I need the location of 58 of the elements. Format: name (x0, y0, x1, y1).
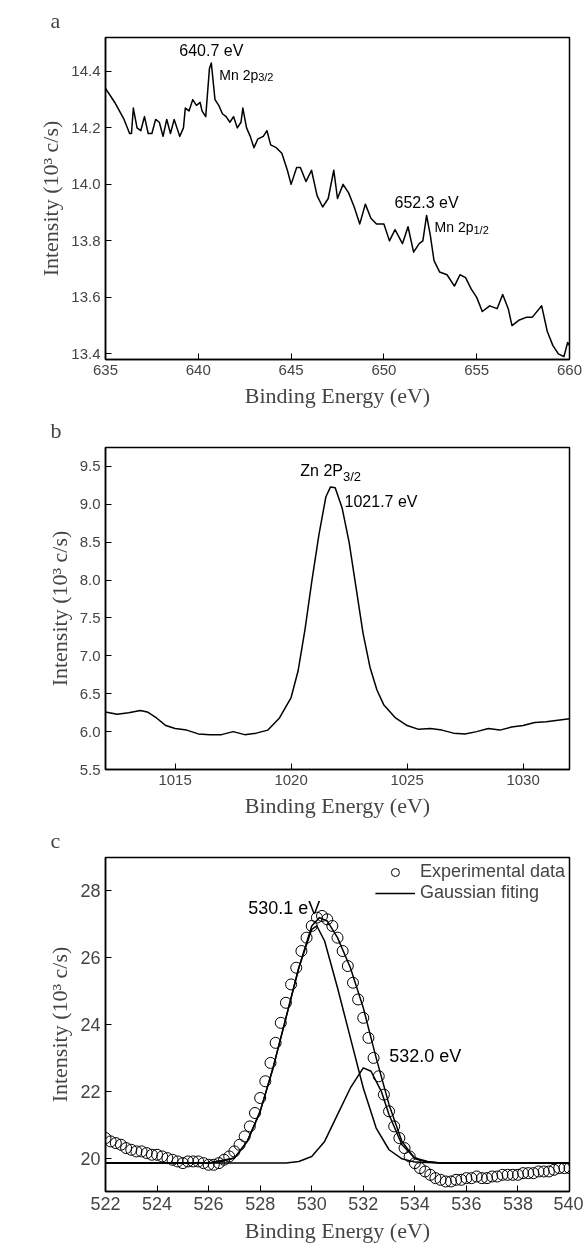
y-tick-label: 20 (80, 1148, 101, 1169)
legend-label: Gaussian fiting (419, 882, 539, 903)
x-axis-title: Binding Energy (eV) (244, 792, 431, 818)
x-tick-label: 522 (90, 1193, 121, 1214)
annotation: 530.1 eV (248, 897, 321, 918)
y-tick-label: 6.5 (79, 684, 101, 702)
y-tick-label: 14.2 (71, 118, 101, 136)
y-tick-label: 9.5 (79, 457, 101, 475)
y-tick-label: 14.0 (71, 175, 101, 193)
y-axis-title: Intensity (10³ c/s) (38, 120, 64, 277)
annotation: 532.0 eV (389, 1045, 462, 1066)
x-tick-label: 536 (451, 1193, 482, 1214)
chart-title: b (50, 417, 62, 443)
annotation: Mn 2p3/2 (219, 66, 274, 84)
x-tick-label: 655 (464, 360, 490, 378)
x-tick-label: 526 (193, 1193, 224, 1214)
y-tick-label: 28 (80, 881, 101, 902)
y-axis-title: Intensity (10³ c/s) (47, 946, 73, 1103)
x-tick-label: 650 (371, 360, 397, 378)
x-tick-label: 530 (296, 1193, 327, 1214)
x-tick-label: 640 (185, 360, 211, 378)
x-tick-label: 660 (556, 360, 583, 378)
y-axis-title: Intensity (10³ c/s) (46, 530, 72, 687)
chart-title: c (50, 827, 61, 853)
x-tick-label: 1015 (158, 770, 192, 788)
x-tick-label: 540 (553, 1193, 583, 1214)
annotation: 652.3 eV (394, 194, 459, 212)
y-tick-label: 6.0 (79, 722, 101, 740)
x-tick-label: 524 (142, 1193, 173, 1214)
x-tick-label: 532 (348, 1193, 379, 1214)
annotation: Mn 2p1/2 (434, 219, 489, 236)
annotation: 640.7 eV (179, 41, 244, 59)
y-tick-label: 24 (80, 1015, 101, 1035)
x-tick-label: 1025 (390, 770, 424, 788)
x-tick-label: 1020 (274, 770, 308, 788)
x-tick-label: 1030 (506, 770, 540, 788)
x-axis-title: Binding Energy (eV) (244, 382, 431, 408)
x-tick-label: 645 (278, 360, 304, 378)
annotation: 1021.7 eV (344, 492, 418, 510)
x-axis-title: Binding Energy (eV) (244, 1217, 431, 1243)
y-tick-label: 7.0 (79, 646, 101, 664)
y-tick-label: 13.8 (71, 231, 101, 249)
x-tick-label: 534 (399, 1193, 430, 1214)
y-tick-label: 22 (80, 1081, 101, 1102)
y-tick-label: 26 (80, 948, 101, 969)
y-tick-label: 8.5 (79, 533, 101, 551)
x-tick-label: 528 (245, 1193, 276, 1214)
x-tick-label: 635 (92, 360, 119, 378)
legend-label: Experimental data (419, 861, 565, 882)
y-tick-label: 7.5 (79, 608, 101, 626)
y-tick-label: 5.5 (79, 760, 101, 778)
y-tick-label: 13.4 (71, 344, 101, 362)
y-tick-label: 14.4 (71, 62, 101, 80)
x-tick-label: 538 (502, 1193, 533, 1214)
y-tick-label: 9.0 (79, 495, 101, 513)
y-tick-label: 8.0 (79, 571, 101, 589)
y-tick-label: 13.6 (71, 288, 101, 306)
chart-title: a (50, 7, 61, 33)
